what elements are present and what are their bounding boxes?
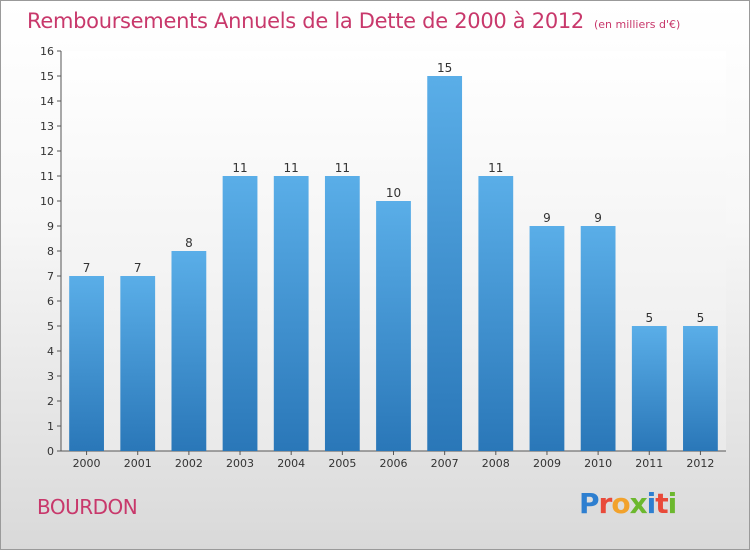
x-tick-label: 2011 <box>635 457 663 470</box>
data-label-2006: 10 <box>386 186 401 200</box>
logo-letter: x <box>629 487 648 520</box>
y-tick-label: 14 <box>40 95 54 108</box>
chart-unit: (en milliers d'€) <box>594 18 681 31</box>
data-label-2007: 15 <box>437 61 452 75</box>
x-axis: 2000 2001 2002 2003 2004 2005 2006 2007 2008 2009… <box>61 450 726 470</box>
bar-2002[interactable] <box>171 251 207 451</box>
data-label-2002: 8 <box>185 236 193 250</box>
data-label-2012: 5 <box>697 311 705 325</box>
y-tick-label: 10 <box>40 195 54 208</box>
data-label-2008: 11 <box>488 161 503 175</box>
data-label-2011: 5 <box>645 311 653 325</box>
y-tick-label: 5 <box>47 320 54 333</box>
y-tick-label: 9 <box>47 220 54 233</box>
x-tick-label: 2010 <box>584 457 612 470</box>
bar-2005[interactable] <box>324 176 360 451</box>
data-label-2009: 9 <box>543 211 551 225</box>
x-tick-label: 2006 <box>380 457 408 470</box>
bar-2010[interactable] <box>580 226 616 451</box>
x-tick-label: 2002 <box>175 457 203 470</box>
x-tick-label: 2008 <box>482 457 510 470</box>
x-tick-label: 2005 <box>328 457 356 470</box>
y-tick-label: 15 <box>40 70 54 83</box>
logo-letter: i <box>646 487 657 520</box>
y-tick-label: 11 <box>40 170 54 183</box>
x-tick-label: 2000 <box>73 457 101 470</box>
bar-2012[interactable] <box>683 326 718 451</box>
logo-letter: t <box>655 487 668 520</box>
y-tick-label: 6 <box>47 295 54 308</box>
logo-letter: o <box>611 487 630 520</box>
bar-2009[interactable] <box>529 226 565 451</box>
data-label-2010: 9 <box>594 211 602 225</box>
logo-letter: i <box>667 487 678 520</box>
data-label-2005: 11 <box>335 161 350 175</box>
logo-letter: P <box>579 487 600 520</box>
proxiti-logo[interactable]: Proxiti <box>579 487 678 520</box>
data-label-2003: 11 <box>232 161 247 175</box>
data-labels: 7 7 8 11 11 11 10 15 11 9 9 5 5 <box>83 61 704 325</box>
x-tick-label: 2009 <box>533 457 561 470</box>
y-tick-label: 7 <box>47 270 54 283</box>
x-tick-label: 2003 <box>226 457 254 470</box>
bar-2004[interactable] <box>273 176 309 451</box>
x-tick-label: 2007 <box>431 457 459 470</box>
data-label-2000: 7 <box>83 261 91 275</box>
bar-2000[interactable] <box>69 276 104 451</box>
bar-2001[interactable] <box>120 276 156 451</box>
commune-name: BOURDON <box>37 495 138 519</box>
bar-2003[interactable] <box>222 176 258 451</box>
x-tick-label: 2001 <box>124 457 152 470</box>
y-tick-label: 13 <box>40 120 54 133</box>
bar-2006[interactable] <box>376 201 411 451</box>
y-tick-label: 4 <box>47 345 54 358</box>
y-tick-label: 8 <box>47 245 54 258</box>
bar-2007[interactable] <box>427 76 463 451</box>
y-tick-label: 16 <box>40 45 54 58</box>
logo-letter: r <box>598 487 613 520</box>
data-label-2004: 11 <box>284 161 299 175</box>
y-tick-label: 1 <box>47 420 54 433</box>
x-tick-label: 2012 <box>686 457 714 470</box>
y-tick-label: 12 <box>40 145 54 158</box>
y-tick-label: 3 <box>47 370 54 383</box>
bar-2008[interactable] <box>478 176 514 451</box>
chart-title-text: Remboursements Annuels de la Dette de 20… <box>27 9 584 33</box>
y-tick-label: 2 <box>47 395 54 408</box>
chart-title: Remboursements Annuels de la Dette de 20… <box>27 9 680 33</box>
data-label-2001: 7 <box>134 261 142 275</box>
bar-2011[interactable] <box>631 326 667 451</box>
x-tick-label: 2004 <box>277 457 305 470</box>
bars <box>69 76 718 451</box>
y-tick-label: 0 <box>47 445 54 458</box>
